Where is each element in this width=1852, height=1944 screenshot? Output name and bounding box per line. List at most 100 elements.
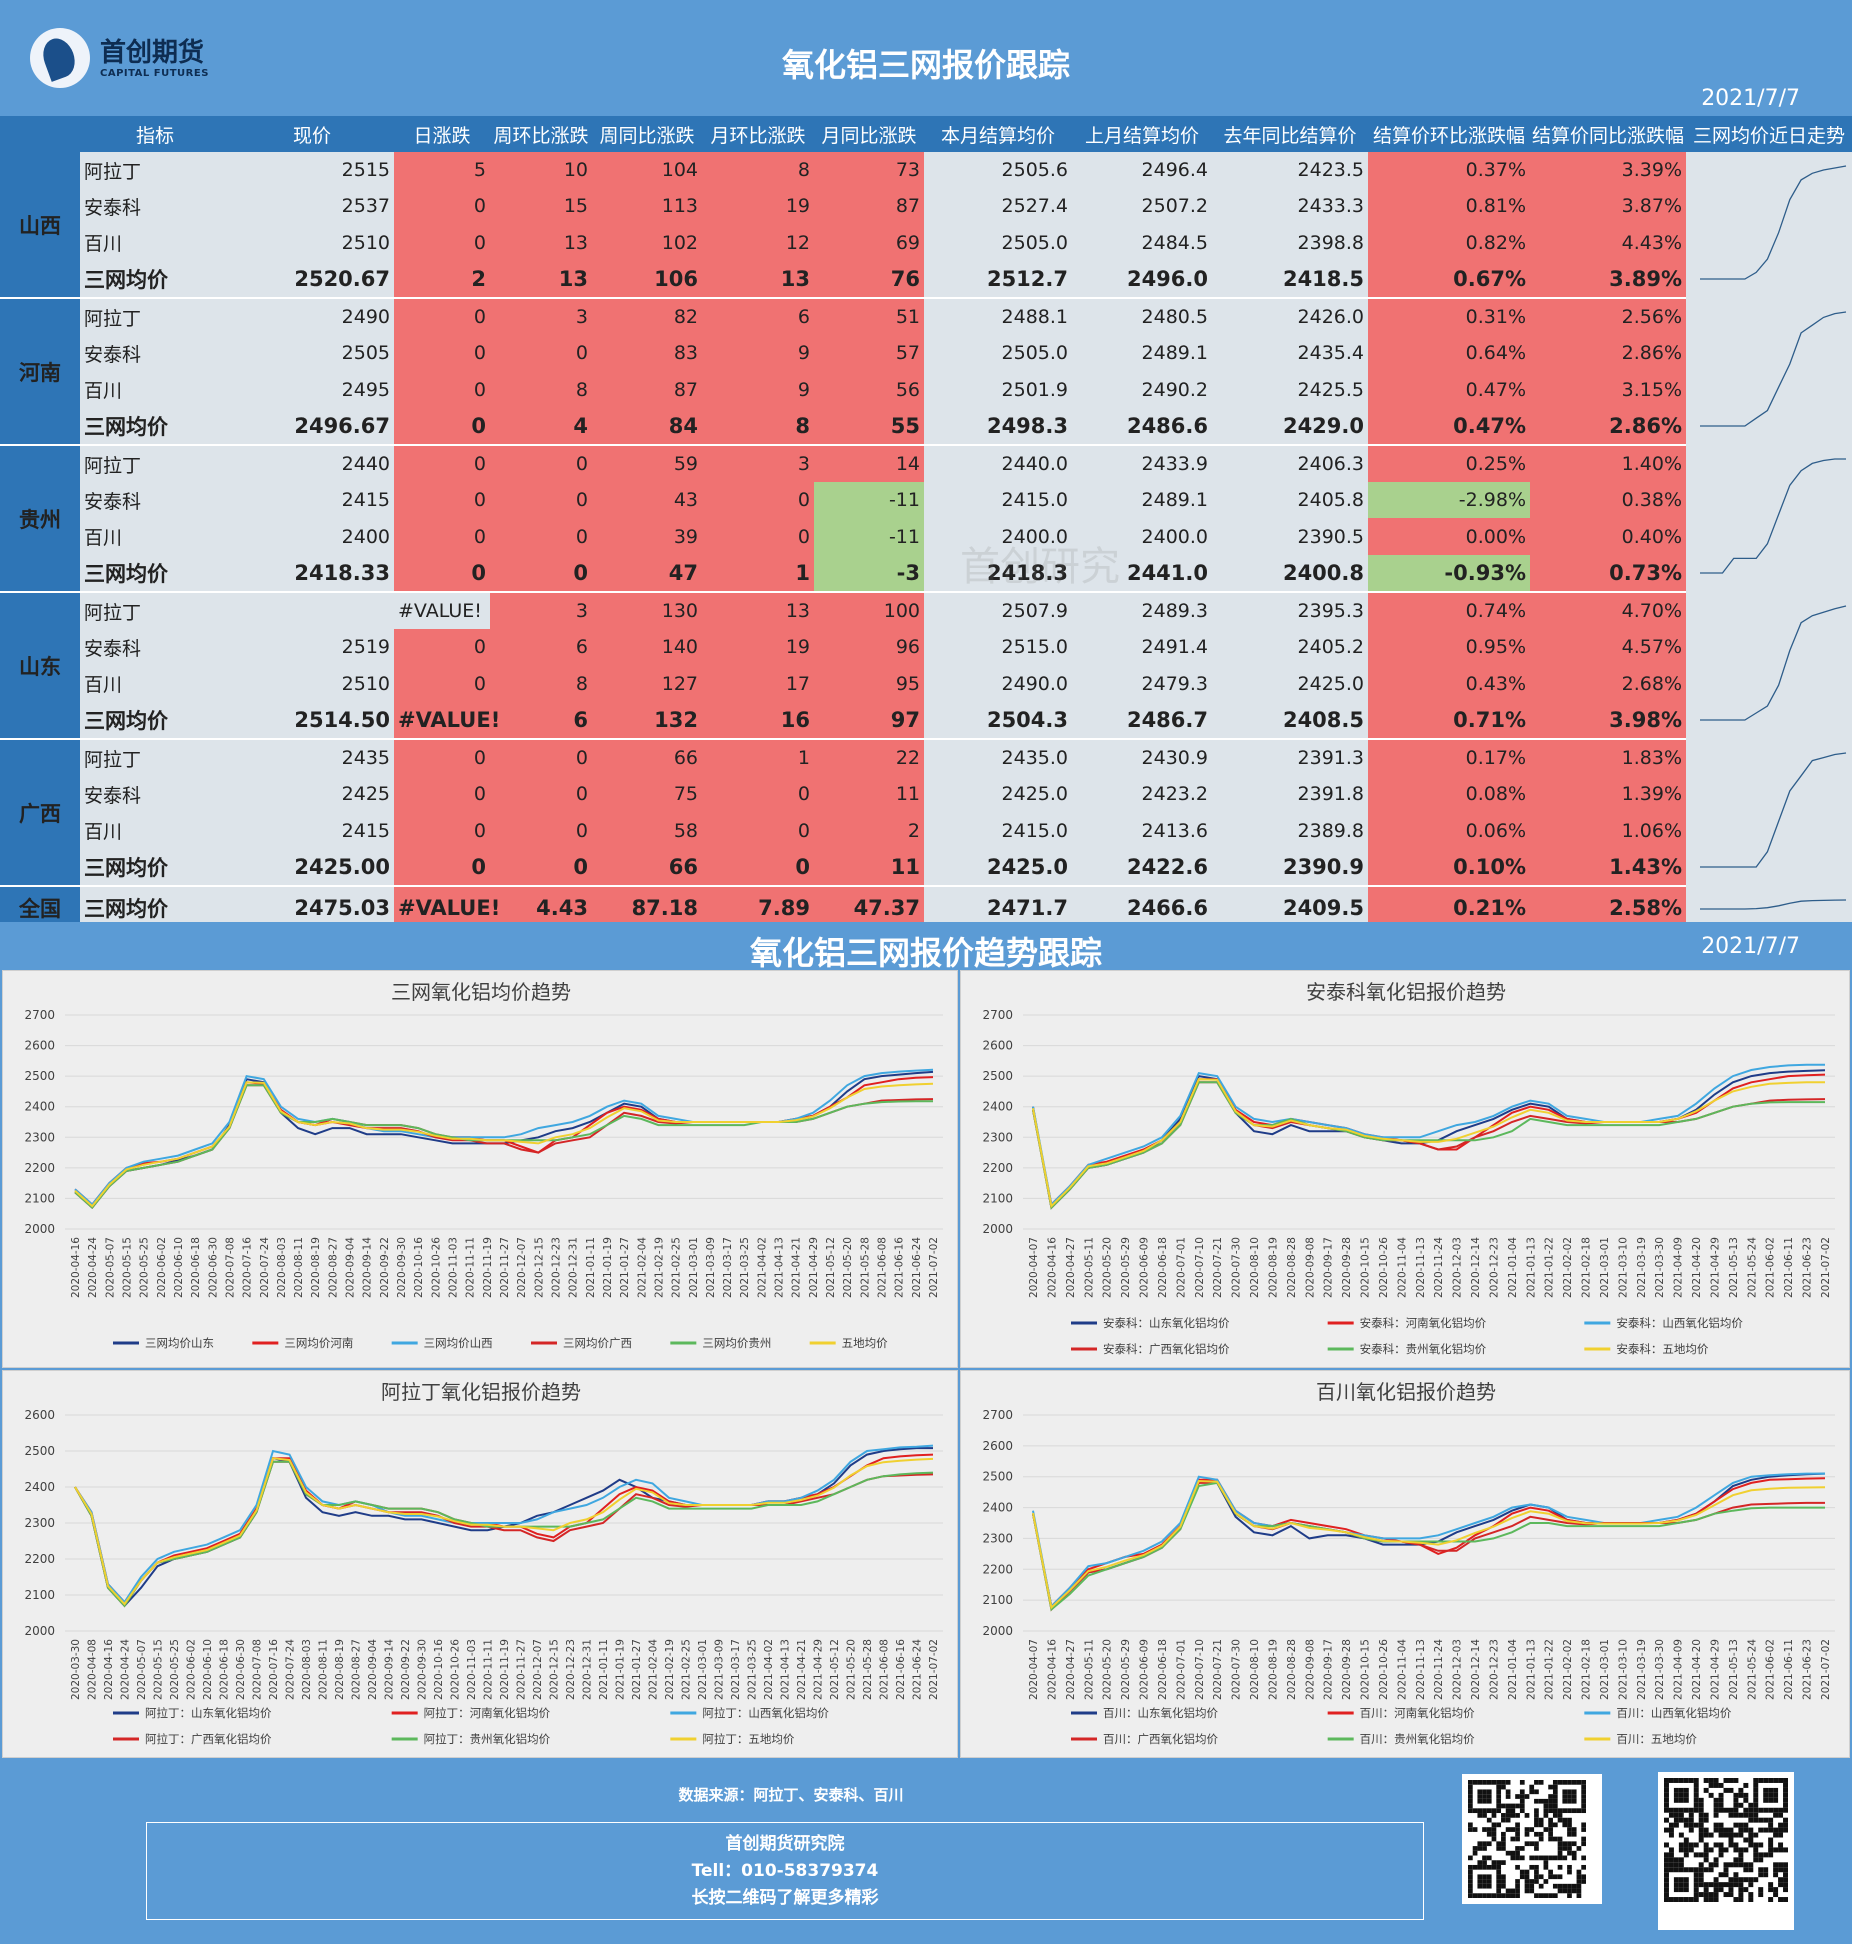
qr-module bbox=[1718, 1802, 1724, 1808]
qr-module bbox=[1708, 1792, 1714, 1798]
qr-module bbox=[1538, 1883, 1544, 1889]
table-cell: 0 bbox=[490, 812, 592, 849]
table-cell: 2425 bbox=[230, 776, 394, 813]
qr-module bbox=[1562, 1841, 1568, 1847]
x-tick-label: 2021-04-29 bbox=[813, 1639, 825, 1700]
qr-module bbox=[1773, 1867, 1779, 1873]
table-cell: 0.71% bbox=[1368, 701, 1530, 741]
qr-module bbox=[1678, 1792, 1684, 1798]
qr-module bbox=[1768, 1822, 1774, 1828]
qr-module bbox=[1693, 1892, 1699, 1898]
qr-module bbox=[1486, 1808, 1492, 1814]
qr-module bbox=[1738, 1862, 1744, 1868]
qr-module bbox=[1538, 1831, 1544, 1837]
qr-module bbox=[1571, 1883, 1577, 1889]
table-cell: 8 bbox=[702, 407, 814, 447]
table-cell: 2490.2 bbox=[1072, 371, 1212, 408]
qr-module bbox=[1728, 1832, 1734, 1838]
series-line bbox=[1032, 1472, 1825, 1609]
qr-module bbox=[1768, 1787, 1774, 1793]
qr-module bbox=[1783, 1778, 1788, 1783]
x-tick-label: 2020-12-07 bbox=[532, 1639, 544, 1700]
qr-module bbox=[1515, 1803, 1520, 1809]
x-tick-label: 2021-03-19 bbox=[1636, 1639, 1648, 1700]
region-label: 山东 bbox=[0, 592, 80, 740]
qr-module bbox=[1562, 1822, 1568, 1828]
qr-module bbox=[1763, 1872, 1769, 1878]
qr-module bbox=[1698, 1877, 1704, 1883]
x-tick-label: 2021-06-08 bbox=[879, 1639, 891, 1700]
x-tick-label: 2020-12-23 bbox=[1488, 1639, 1500, 1700]
qr-module bbox=[1673, 1807, 1679, 1813]
qr-module bbox=[1773, 1778, 1779, 1783]
table-cell: 0.73% bbox=[1530, 554, 1686, 594]
row-label: 三网均价 bbox=[80, 554, 230, 594]
qr-module bbox=[1718, 1832, 1724, 1838]
qr-module bbox=[1468, 1808, 1473, 1814]
qr-module bbox=[1733, 1797, 1739, 1803]
col-header: 去年同比结算价 bbox=[1212, 116, 1368, 152]
qr-module bbox=[1718, 1797, 1724, 1803]
x-tick-label: 2020-08-11 bbox=[318, 1639, 330, 1700]
qr-module bbox=[1783, 1867, 1788, 1873]
qr-module bbox=[1505, 1817, 1511, 1823]
table-cell: 2390.5 bbox=[1212, 518, 1368, 555]
sparkline-svg bbox=[1700, 899, 1847, 910]
qr-module bbox=[1496, 1784, 1502, 1790]
qr-module bbox=[1515, 1846, 1520, 1851]
qr-module bbox=[1505, 1813, 1511, 1818]
qr-module bbox=[1562, 1808, 1568, 1814]
qr-module bbox=[1571, 1794, 1577, 1799]
qr-module bbox=[1763, 1867, 1769, 1873]
qr-module bbox=[1698, 1822, 1704, 1828]
qr-module bbox=[1501, 1780, 1506, 1785]
x-tick-label: 2020-07-24 bbox=[259, 1237, 271, 1298]
qr-code-2[interactable] bbox=[1658, 1772, 1794, 1930]
x-tick-label: 2020-11-24 bbox=[1433, 1237, 1445, 1298]
table-row: 广西 阿拉丁 2435 0 0 66 1 22 2435.0 2430.9 2391.3 0.17% 1… bbox=[0, 739, 1852, 887]
table-cell: 2496.0 bbox=[1072, 260, 1212, 300]
table-cell: 0.82% bbox=[1368, 224, 1530, 261]
qr-module bbox=[1567, 1869, 1572, 1875]
qr-module bbox=[1552, 1883, 1558, 1889]
qr-module bbox=[1758, 1887, 1764, 1893]
x-tick-label: 2021-07-02 bbox=[928, 1237, 940, 1298]
qr-module bbox=[1708, 1897, 1714, 1902]
x-tick-label: 2021-05-13 bbox=[1728, 1639, 1740, 1700]
qr-module bbox=[1708, 1832, 1714, 1838]
qr-module bbox=[1718, 1807, 1724, 1813]
x-tick-label: 2021-02-25 bbox=[671, 1237, 683, 1298]
table-cell: 2435.4 bbox=[1212, 335, 1368, 372]
y-tick-label: 2400 bbox=[24, 1100, 55, 1114]
qr-module bbox=[1519, 1855, 1525, 1861]
qr-module bbox=[1668, 1857, 1674, 1863]
qr-module bbox=[1733, 1778, 1739, 1783]
table-cell: 3 bbox=[702, 445, 814, 483]
qr-module bbox=[1668, 1807, 1674, 1813]
table-cell: -3 bbox=[814, 554, 924, 594]
qr-module bbox=[1698, 1817, 1704, 1823]
qr-module bbox=[1557, 1855, 1563, 1861]
qr-module bbox=[1510, 1836, 1516, 1842]
qr-module bbox=[1472, 1846, 1478, 1851]
qr-module bbox=[1557, 1850, 1563, 1856]
qr-module bbox=[1515, 1855, 1520, 1861]
qr-module bbox=[1773, 1787, 1779, 1793]
qr-module bbox=[1668, 1778, 1674, 1783]
x-tick-label: 2021-01-19 bbox=[615, 1639, 627, 1700]
qr-module bbox=[1688, 1897, 1694, 1902]
qr-module bbox=[1515, 1794, 1520, 1799]
x-tick-label: 2021-03-30 bbox=[1654, 1639, 1666, 1700]
qr-module bbox=[1562, 1798, 1568, 1804]
row-label: 安泰科 bbox=[80, 482, 230, 519]
x-tick-label: 2021-06-24 bbox=[912, 1639, 924, 1700]
table-cell: -11 bbox=[814, 518, 924, 555]
qr-module bbox=[1505, 1850, 1511, 1856]
qr-module bbox=[1505, 1808, 1511, 1814]
table-cell: 1.43% bbox=[1530, 848, 1686, 888]
row-label: 阿拉丁 bbox=[80, 445, 230, 483]
qr-module bbox=[1673, 1862, 1679, 1868]
table-cell: 56 bbox=[814, 371, 924, 408]
qr-code-1[interactable] bbox=[1462, 1774, 1602, 1904]
x-tick-label: 2021-03-19 bbox=[1636, 1237, 1648, 1298]
